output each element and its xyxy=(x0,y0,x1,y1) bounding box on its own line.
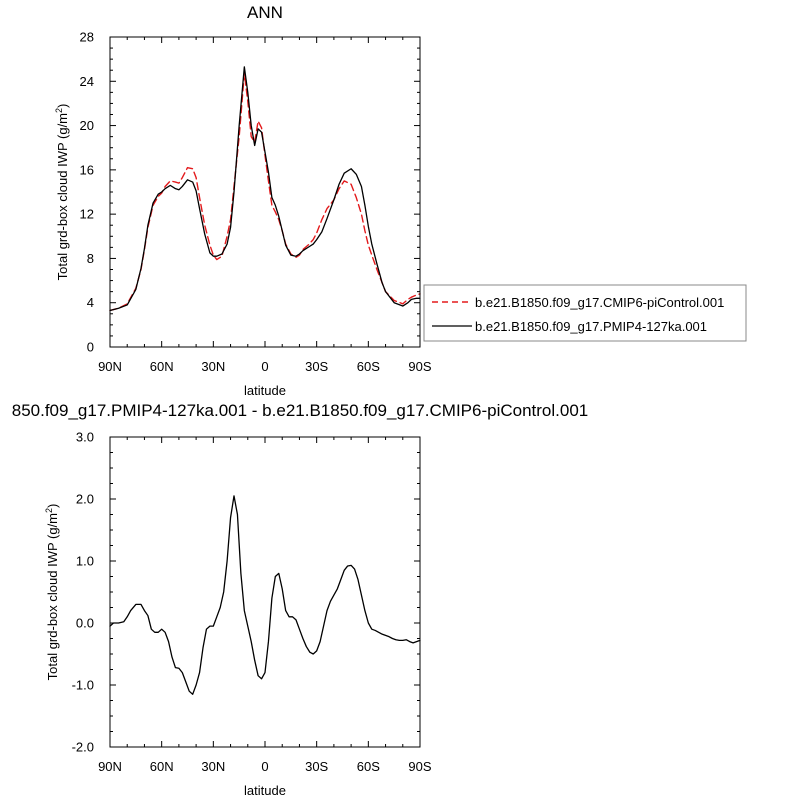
plot-frame xyxy=(109,436,421,748)
x-tick-label: 60S xyxy=(357,759,380,774)
y-tick-label: 20 xyxy=(80,118,94,133)
x-tick-label: 30N xyxy=(201,759,225,774)
y-tick-label: 0.0 xyxy=(76,616,94,631)
x-tick-label: 0 xyxy=(261,759,268,774)
y-tick-label: 2.0 xyxy=(76,492,94,507)
y-tick-label: 12 xyxy=(80,207,94,222)
ticks-layer: 90N 60N 30N 0 30S 60S 90S -2.0 -1.0 0.0 1.0 2.0 3.0 xyxy=(72,430,432,775)
y-tick-label: 16 xyxy=(80,162,94,177)
y-tick-label: 8 xyxy=(87,251,94,266)
legend: b.e21.B1850.f09_g17.CMIP6-piControl.001 … xyxy=(423,284,747,342)
x-tick-label: 90N xyxy=(98,359,122,374)
x-tick-label: 90S xyxy=(408,759,431,774)
x-tick-label: 90N xyxy=(98,759,122,774)
chart-title: ANN xyxy=(247,3,283,22)
legend-label-picontrol: b.e21.B1850.f09_g17.CMIP6-piControl.001 xyxy=(475,295,724,310)
y-tick-label: 3.0 xyxy=(76,430,94,445)
difference-iwp-chart: 850.f09_g17.PMIP4-127ka.001 - b.e21.B185… xyxy=(12,401,589,798)
x-tick-label: 30S xyxy=(305,759,328,774)
ticks-layer: 90N 60N 30N 0 30S 60S 90S 0 4 8 12 16 20 24 28 xyxy=(80,30,432,375)
y-axis-label-sup: 2 xyxy=(44,508,54,513)
legend-box xyxy=(423,284,747,342)
series-line-1 xyxy=(109,66,421,312)
x-tick-label: 30S xyxy=(305,359,328,374)
y-tick-label: -1.0 xyxy=(72,678,94,693)
y-axis-label-close: ) xyxy=(55,104,70,108)
x-tick-label: 30N xyxy=(201,359,225,374)
x-tick-label: 60N xyxy=(150,759,174,774)
series-layer xyxy=(109,66,421,312)
y-tick-label: 1.0 xyxy=(76,554,94,569)
y-axis-label-sup: 2 xyxy=(54,108,64,113)
legend-label-127ka: b.e21.B1850.f09_g17.PMIP4-127ka.001 xyxy=(475,319,707,334)
x-tick-label: 90S xyxy=(408,359,431,374)
plot-frame xyxy=(109,36,421,348)
x-axis-label: latitude xyxy=(244,383,286,398)
y-tick-label: 24 xyxy=(80,74,94,89)
y-axis-label-main: Total grd-box cloud IWP (g/m xyxy=(55,113,70,280)
y-tick-label: 4 xyxy=(87,295,94,310)
series-layer xyxy=(109,495,421,695)
y-tick-label: -2.0 xyxy=(72,740,94,755)
chart-title: 850.f09_g17.PMIP4-127ka.001 - b.e21.B185… xyxy=(12,401,589,420)
series-line-0 xyxy=(109,495,421,695)
y-axis-label: Total grd-box cloud IWP (g/m2) xyxy=(44,504,60,681)
x-axis-label: latitude xyxy=(244,783,286,798)
y-axis-label-main: Total grd-box cloud IWP (g/m xyxy=(45,513,60,680)
x-tick-label: 60S xyxy=(357,359,380,374)
y-tick-label: 28 xyxy=(80,30,94,45)
y-axis-label-close: ) xyxy=(45,504,60,508)
x-tick-label: 60N xyxy=(150,359,174,374)
y-axis-label: Total grd-box cloud IWP (g/m2) xyxy=(54,104,70,281)
x-tick-label: 0 xyxy=(261,359,268,374)
y-tick-label: 0 xyxy=(87,340,94,355)
mean-iwp-chart: ANN 90N 60N 30N 0 30S 60S 90S 0 4 8 12 16 20 24 28 lat… xyxy=(54,3,432,398)
series-line-0 xyxy=(109,72,421,312)
